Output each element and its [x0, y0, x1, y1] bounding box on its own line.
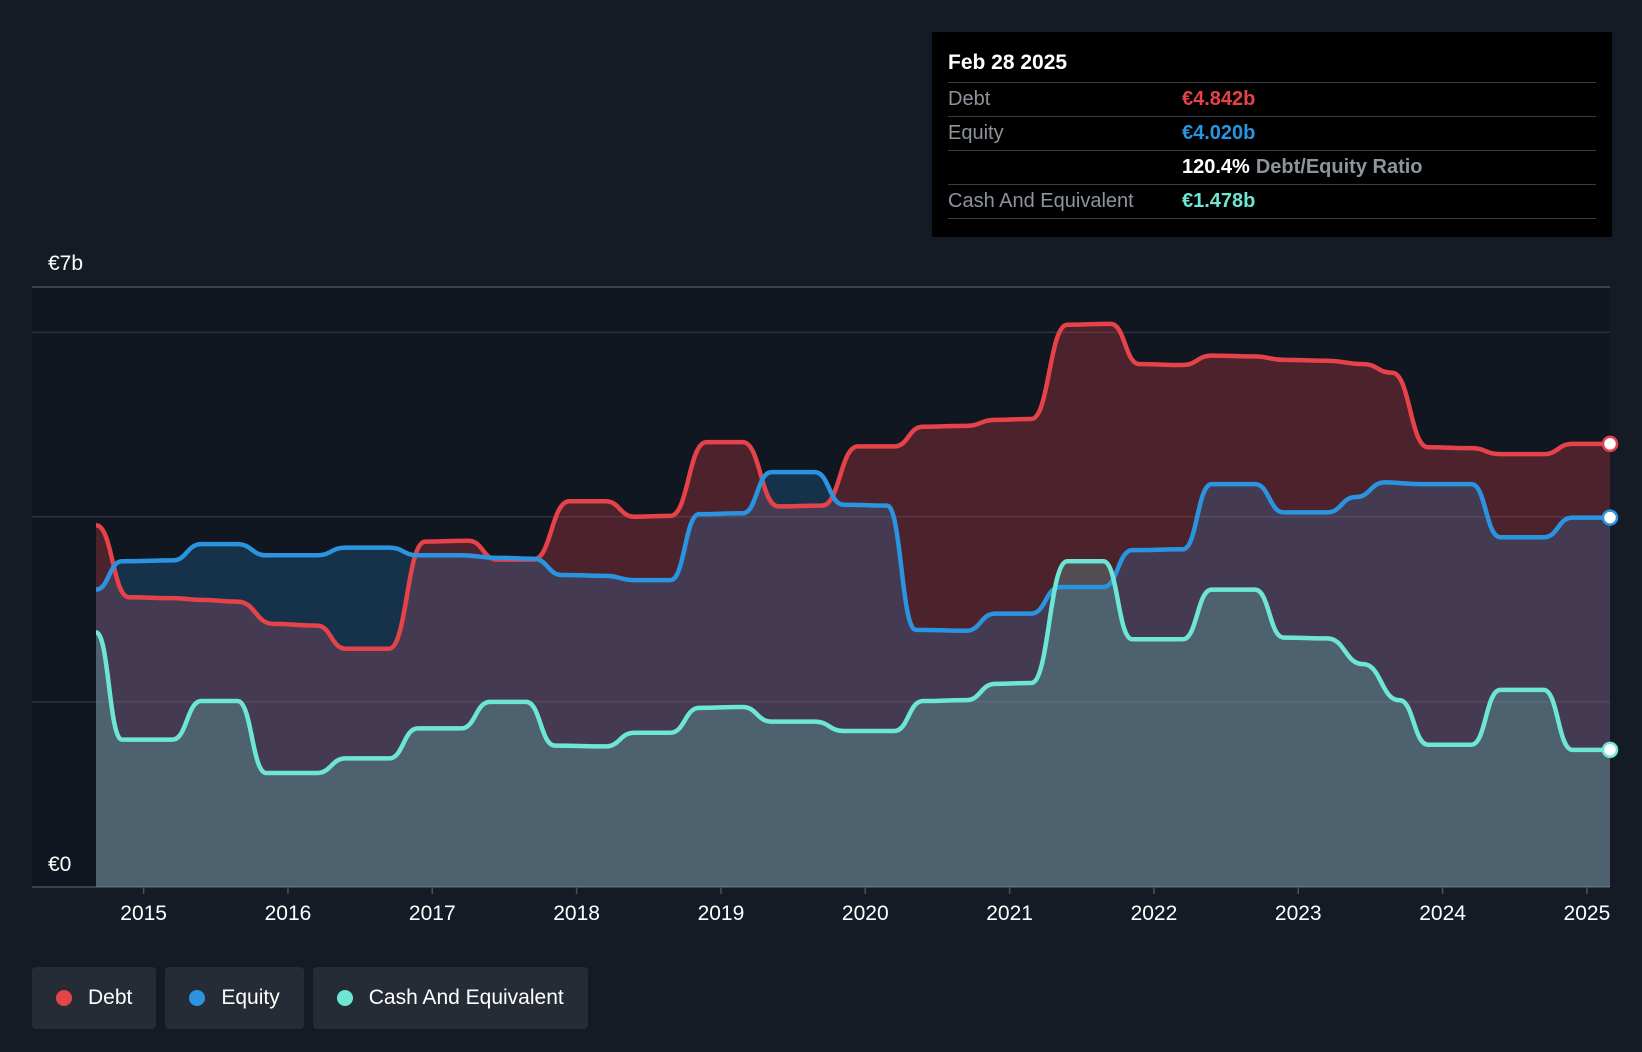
legend-item-equity[interactable]: Equity: [165, 967, 304, 1029]
plot-background: [32, 287, 1610, 887]
tooltip-date: Feb 28 2025: [948, 48, 1596, 83]
debt-line: [95, 321, 1610, 651]
cash-and-equivalent-area: [96, 561, 1610, 887]
x-tick-label: 2025: [1564, 902, 1611, 925]
x-tick-label: 2024: [1419, 902, 1466, 925]
series-lines: [94, 321, 1610, 776]
debt-dot-icon: [56, 990, 72, 1006]
tooltip-cash-value: €1.478b: [1182, 190, 1256, 212]
x-tick-label: 2019: [698, 902, 745, 925]
tooltip-debt-row: Debt €4.842b: [948, 83, 1596, 117]
y-tick-label: €7b: [48, 252, 83, 275]
legend-debt-label: Debt: [88, 986, 133, 1009]
x-tick-label: 2017: [409, 902, 456, 925]
tooltip-debt-value: €4.842b: [1182, 88, 1256, 110]
tooltip-equity-label: Equity: [948, 122, 1004, 144]
legend: Debt Equity Cash And Equivalent: [32, 967, 588, 1029]
x-tick-label: 2021: [986, 902, 1033, 925]
equity-dot-icon: [189, 990, 206, 1006]
legend-item-debt[interactable]: Debt: [32, 967, 157, 1029]
gridlines: [32, 286, 1610, 888]
tooltip-cash-row: Cash And Equivalent €1.478b: [948, 185, 1596, 219]
y-tick-label: €0: [48, 853, 71, 876]
legend-item-cash[interactable]: Cash And Equivalent: [312, 967, 588, 1029]
tooltip-ratio-label: Debt/Equity Ratio: [1255, 156, 1423, 178]
legend-cash-label: Cash And Equivalent: [368, 986, 564, 1009]
x-tick-label: 2022: [1131, 902, 1178, 925]
tooltip-equity-row: Equity €4.020b: [948, 117, 1596, 151]
cash-dot-icon: [336, 990, 353, 1006]
tooltip-equity-value: €4.020b: [1182, 122, 1256, 144]
equity-end-marker: [1601, 509, 1619, 526]
equity-area: [96, 472, 1610, 887]
legend-equity-label: Equity: [221, 986, 280, 1009]
tooltip-cash-label: Cash And Equivalent: [948, 190, 1134, 212]
tooltip-ratio-row: 120.4% Debt/Equity Ratio: [948, 151, 1596, 185]
debt-end-marker: [1601, 435, 1619, 453]
tooltip: Feb 28 2025 Debt €4.842b Equity €4.020b …: [932, 32, 1612, 237]
cash-and-equivalent-line: [94, 559, 1610, 776]
x-axis: 2015 2016 2017 2018 2019 2020 2021 2022 2023 2024…: [120, 887, 1610, 925]
tooltip-debt-label: Debt: [948, 88, 991, 110]
tooltip-ratio-value: 120.4%: [1182, 156, 1250, 178]
y-axis: €0 €7b: [48, 252, 83, 876]
x-tick-label: 2023: [1275, 902, 1322, 925]
x-tick-label: 2015: [120, 902, 167, 925]
x-tick-label: 2018: [553, 902, 600, 925]
x-tick-label: 2020: [842, 902, 889, 925]
x-tick-label: 2016: [265, 902, 312, 925]
series-end-markers: [1601, 435, 1619, 759]
series-areas: [96, 323, 1610, 887]
debt-area: [96, 323, 1610, 887]
cash-and-equivalent-end-marker: [1601, 741, 1619, 759]
equity-line: [95, 469, 1610, 633]
